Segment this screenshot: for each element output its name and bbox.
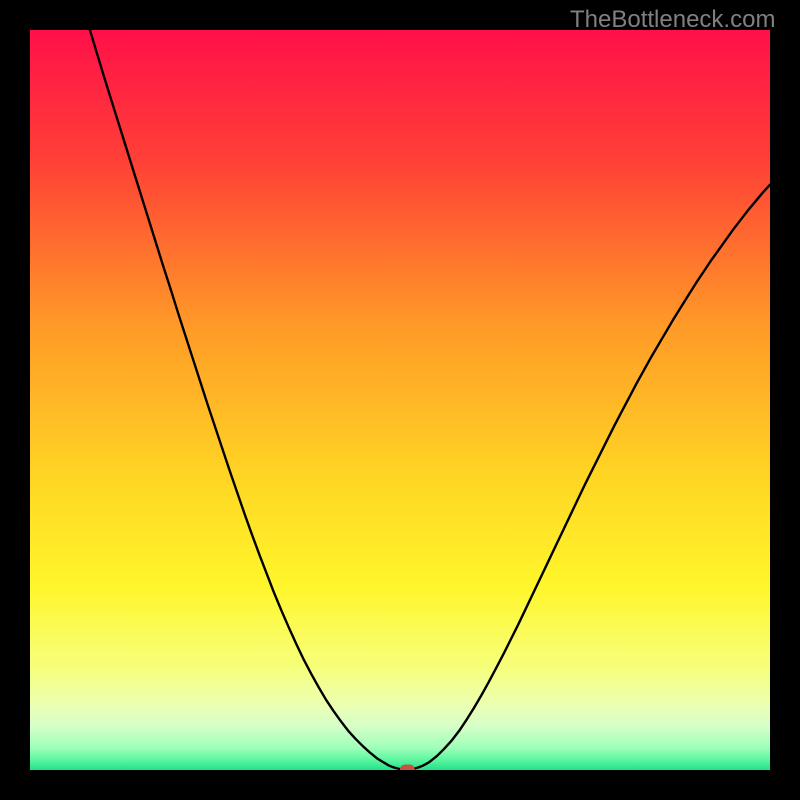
watermark-text: TheBottleneck.com <box>570 6 775 34</box>
plot-area <box>30 30 770 770</box>
chart-container: TheBottleneck.com <box>0 0 800 800</box>
bottleneck-curve <box>30 30 770 770</box>
